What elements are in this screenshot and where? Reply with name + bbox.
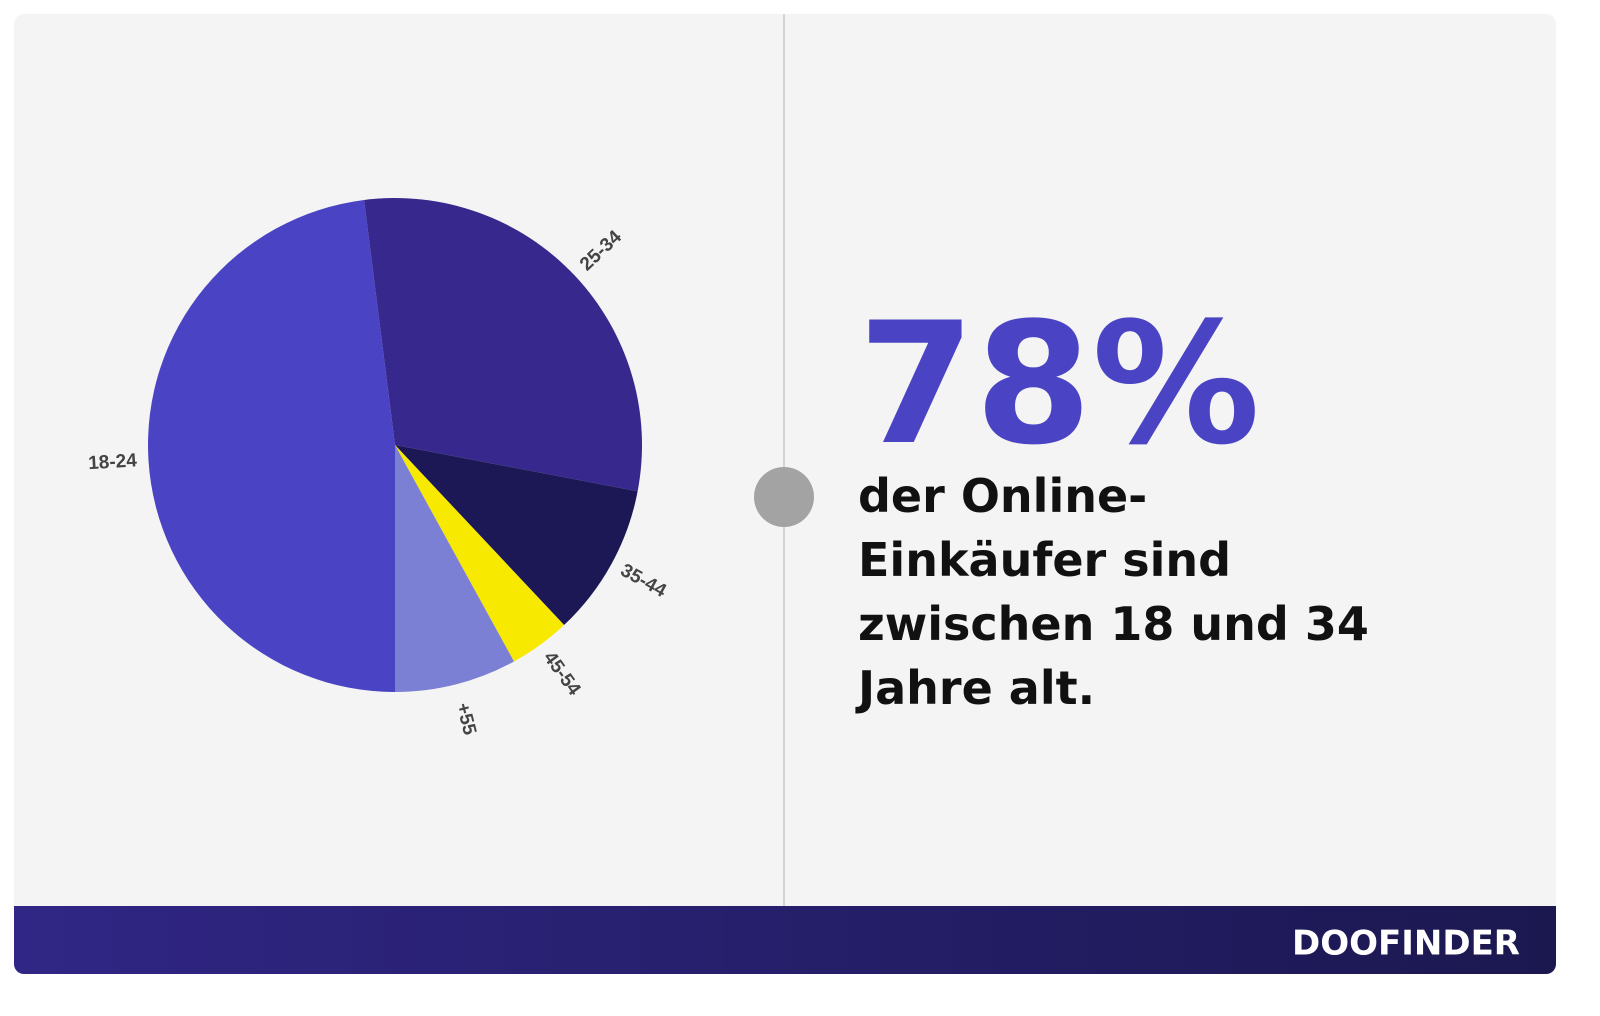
body-line: Jahre alt. <box>855 661 1095 715</box>
body-line: Einkäufer sind <box>858 533 1231 587</box>
pie-slice <box>147 199 395 692</box>
pie-slice <box>395 445 514 692</box>
divider-dot <box>754 467 814 527</box>
slice-label: 18-24 <box>88 450 138 474</box>
headline: 78% <box>858 286 1260 482</box>
pie-slice <box>395 445 565 662</box>
body-text: der Online- Einkäufer sind zwischen 18 und… <box>855 469 1369 715</box>
logo: DOOFINDER <box>1292 924 1520 964</box>
pie-slice <box>395 445 638 626</box>
body-line: der Online- <box>858 469 1147 523</box>
body-line: zwischen 18 und 34 <box>858 597 1369 651</box>
footer-band <box>14 906 1556 974</box>
pie-slice <box>364 198 642 492</box>
